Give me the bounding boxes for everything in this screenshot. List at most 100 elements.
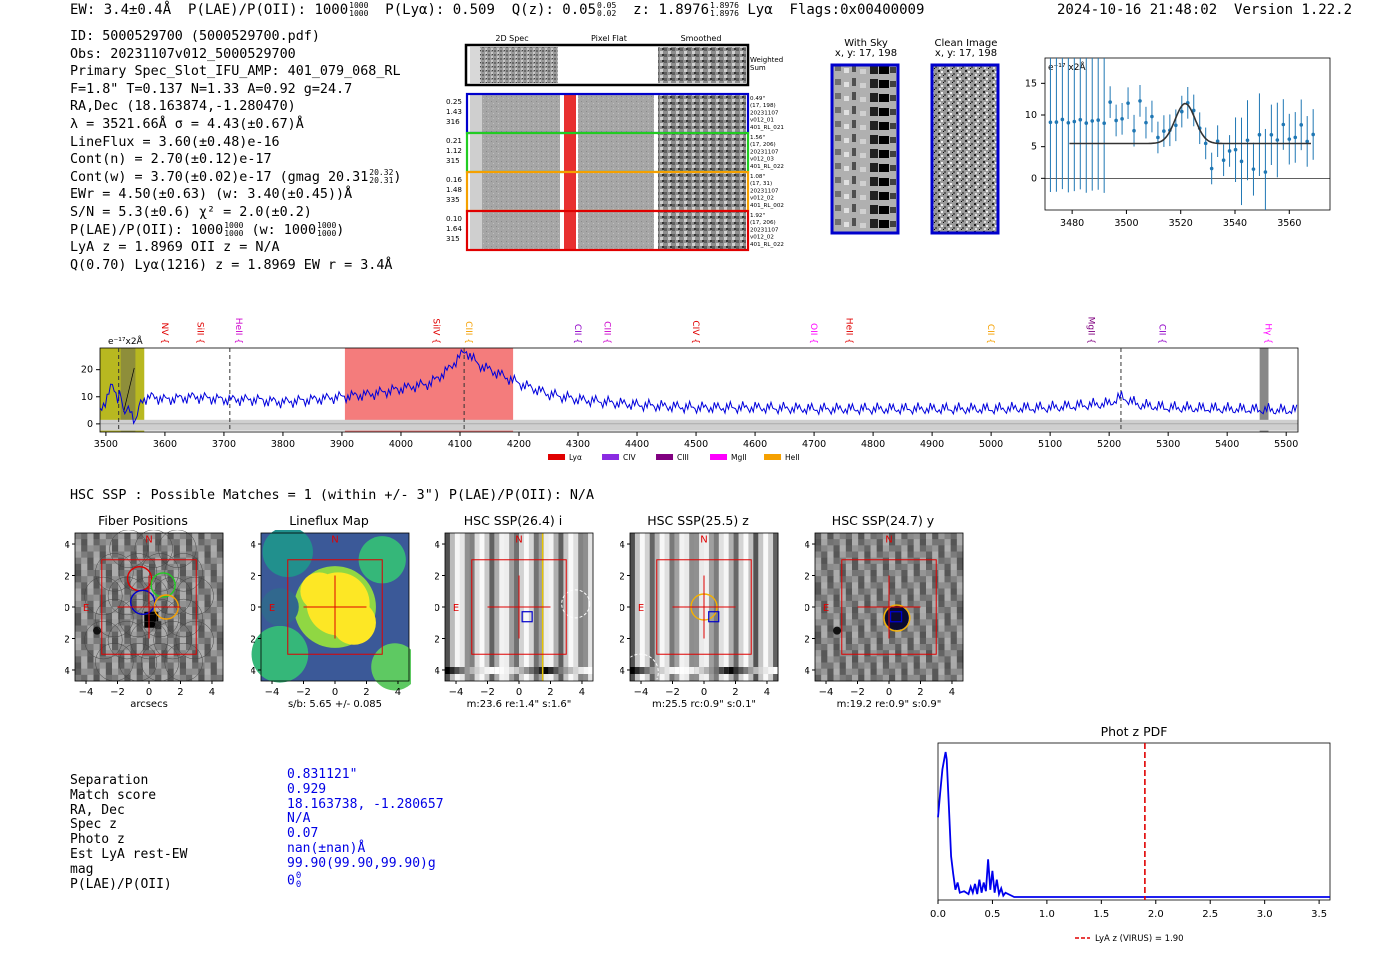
image-pixel [815, 637, 822, 645]
image-pixel [901, 576, 908, 583]
cutout-2dspec-edge [470, 134, 482, 171]
image-pixel [815, 619, 822, 626]
image-pixel [815, 600, 822, 608]
image-pixel [75, 582, 82, 589]
image-pixel [173, 588, 181, 595]
image-pixel [142, 607, 150, 614]
image-pixel [136, 656, 144, 663]
image-column [639, 533, 646, 681]
image-pixel [876, 545, 884, 552]
zoom-data-point [1245, 138, 1250, 143]
zoom-data-point [1275, 138, 1280, 142]
image-pixel [112, 582, 119, 589]
image-pixel [87, 613, 94, 620]
image-pixel [118, 656, 125, 663]
image-pixel [919, 619, 927, 626]
image-pixel [136, 557, 144, 565]
image-pixel [901, 545, 908, 552]
image-pixel [118, 539, 125, 546]
image-pixel [124, 644, 131, 651]
image-pixel [155, 668, 162, 676]
gray-region [1259, 348, 1269, 432]
image-pixel [944, 650, 951, 657]
cutout-row-right-label: 0.49" [750, 96, 765, 102]
image-pixel [173, 545, 181, 552]
east-mark: E [638, 603, 644, 614]
image-pixel [87, 576, 94, 583]
image-pixel [932, 631, 939, 639]
image-pixel [167, 607, 174, 614]
legend-label: CIII [677, 453, 689, 462]
cutout-row-right-label: (17, 198) [750, 103, 776, 109]
image-pixel [81, 551, 88, 558]
panel-y-tick-label: 2 [251, 572, 256, 583]
panel-y-tick-label: 2 [620, 572, 625, 583]
image-pixel [93, 570, 100, 577]
image-pixel [852, 551, 859, 558]
image-pixel [118, 662, 125, 669]
image-pixel [913, 656, 921, 663]
header-plya: P(Lyα): 0.509 [385, 2, 495, 18]
zoom-x-tick-label: 3480 [1060, 218, 1084, 229]
image-pixel [938, 588, 945, 595]
image-noise-row [553, 667, 559, 674]
image-pixel [895, 637, 902, 645]
image-pixel [161, 607, 168, 614]
spectrum-axes-frame [99, 347, 1299, 433]
image-noise-row [588, 667, 593, 674]
panel-y-tick-label: −2 [435, 634, 440, 645]
image-pixel [913, 650, 921, 657]
image-pixel [839, 644, 847, 651]
image-pixel [112, 631, 119, 639]
image-pixel [827, 674, 834, 682]
image-pixel [75, 619, 82, 626]
image-pixel [216, 545, 224, 552]
image-column [474, 533, 481, 681]
image-pixel [889, 588, 896, 595]
image-pixel [950, 607, 958, 614]
image-pixel [852, 644, 859, 651]
panel-y-tick-label: 0 [620, 603, 625, 614]
image-pixel [216, 588, 224, 595]
image-pixel [179, 662, 187, 669]
image-pixel [833, 545, 840, 552]
image-pixel [155, 631, 162, 639]
image-pixel [105, 613, 113, 620]
image-pixel [938, 668, 945, 676]
image-pixel [136, 662, 144, 669]
cutout-bad-column [564, 173, 576, 210]
image-pixel [124, 551, 131, 558]
image-pixel [105, 656, 113, 663]
spec-x-tick-label: 3800 [271, 439, 295, 450]
image-pixel [950, 662, 958, 669]
image-pixel [839, 650, 847, 657]
image-pixel [142, 625, 150, 632]
image-pixel [204, 613, 211, 620]
zoom-x-tick-label: 3560 [1277, 218, 1301, 229]
image-pixel [149, 668, 156, 676]
image-pixel [130, 539, 137, 546]
image-pixel [839, 570, 847, 577]
image-noise-row [489, 667, 495, 674]
image-pixel [950, 582, 958, 589]
detection-info: ID: 5000529700 (5000529700.pdf) Obs: 202… [70, 28, 401, 274]
image-column [459, 533, 466, 681]
header-plae-hi: 1000 [349, 1, 369, 10]
image-pixel [81, 539, 88, 546]
image-pixel [173, 656, 181, 663]
image-pixel [186, 551, 193, 558]
image-pixel [864, 662, 871, 669]
image-pixel [919, 533, 927, 540]
image-pixel [858, 576, 865, 583]
zoom-data-point [1227, 149, 1232, 153]
image-pixel [901, 644, 908, 651]
image-pixel [870, 619, 877, 626]
image-pixel [870, 557, 877, 565]
image-pixel [179, 625, 187, 632]
image-pixel [839, 668, 847, 676]
image-noise-row [573, 667, 579, 674]
image-pixel [956, 674, 964, 682]
image-pixel [204, 644, 211, 651]
image-pixel [112, 600, 119, 608]
